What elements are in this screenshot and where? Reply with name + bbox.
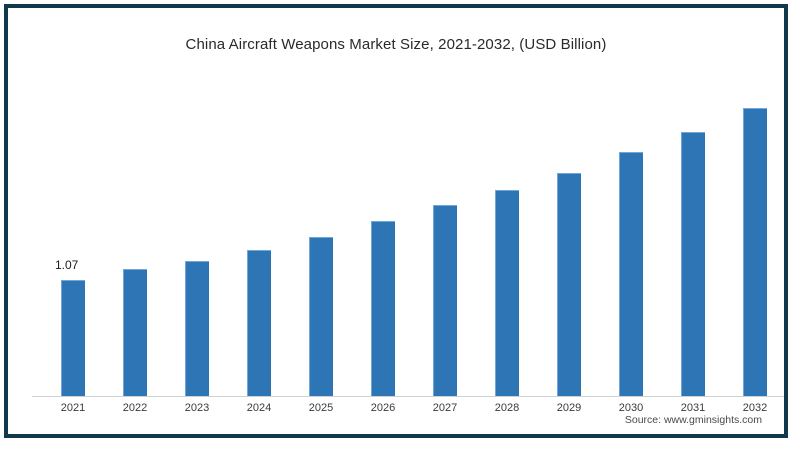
x-tick-2022: 2022	[122, 402, 148, 414]
x-tick-2028: 2028	[494, 402, 520, 414]
bar-2022[interactable]	[123, 269, 147, 396]
bar-highlight-edge	[309, 236, 333, 396]
bar-2023[interactable]	[185, 260, 209, 396]
x-tick-2026: 2026	[370, 402, 396, 414]
x-tick-2027: 2027	[432, 402, 458, 414]
bar-highlight-edge	[123, 269, 147, 396]
x-tick-2030: 2030	[618, 402, 644, 414]
x-tick-2023: 2023	[184, 402, 210, 414]
bar-highlight-edge	[619, 152, 643, 396]
bar-2032[interactable]	[743, 107, 767, 396]
bar-2028[interactable]	[495, 190, 519, 396]
x-tick-2032: 2032	[742, 402, 768, 414]
bar-2024[interactable]	[247, 249, 271, 396]
bar-highlight-edge	[557, 172, 581, 396]
plot-area: 2021 2022 2023 2024 2025 2026 2027 2028 2029 2030…	[8, 8, 800, 450]
bar-highlight-edge	[61, 280, 85, 396]
bar-2029[interactable]	[557, 172, 581, 396]
x-tick-2031: 2031	[680, 402, 706, 414]
bar-highlight-edge	[681, 131, 705, 396]
x-axis-line	[32, 396, 784, 397]
bar-highlight-edge	[433, 205, 457, 396]
bar-highlight-edge	[185, 260, 209, 396]
x-tick-2021: 2021	[60, 402, 86, 414]
bar-highlight-edge	[495, 190, 519, 396]
chart-title: China Aircraft Weapons Market Size, 2021…	[185, 36, 607, 53]
chart-frame: China Aircraft Weapons Market Size, 2021…	[4, 4, 788, 438]
bar-highlight-edge	[743, 107, 767, 396]
value-label-2021: 1.07	[55, 258, 79, 272]
bar-2031[interactable]	[681, 131, 705, 396]
source-note: Source: www.gminsights.com	[624, 414, 762, 426]
x-tick-2024: 2024	[246, 402, 272, 414]
bar-2021[interactable]	[61, 280, 85, 396]
bar-2025[interactable]	[309, 236, 333, 396]
bar-2027[interactable]	[433, 205, 457, 396]
x-tick-2029: 2029	[556, 402, 582, 414]
x-tick-2025: 2025	[308, 402, 334, 414]
bar-highlight-edge	[247, 249, 271, 396]
bar-series	[8, 8, 800, 450]
bar-2026[interactable]	[371, 221, 395, 396]
bar-2030[interactable]	[619, 152, 643, 396]
bar-highlight-edge	[371, 221, 395, 396]
